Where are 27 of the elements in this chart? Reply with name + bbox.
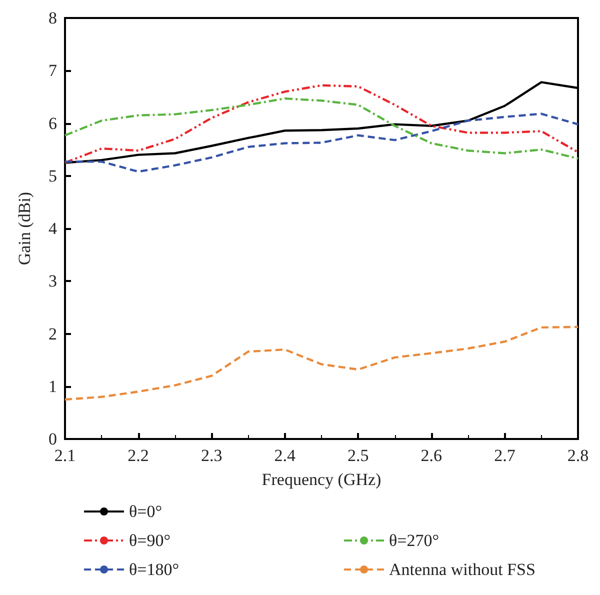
y-tick-label: 5 bbox=[48, 166, 57, 186]
x-tick-label: 2.4 bbox=[274, 446, 296, 465]
y-tick-label: 8 bbox=[48, 8, 57, 28]
x-tick-label: 2.7 bbox=[494, 446, 516, 465]
line-series bbox=[64, 326, 580, 401]
legend-label: θ=90° bbox=[129, 531, 171, 550]
y-tick-label: 4 bbox=[48, 219, 58, 238]
legend-label: Antenna without FSS bbox=[389, 560, 536, 579]
y-tick-label: 6 bbox=[48, 114, 57, 133]
x-tick-label: 2.6 bbox=[420, 446, 442, 465]
x-tick-label: 2.1 bbox=[54, 446, 76, 465]
y-axis-title: Gain (dBi) bbox=[15, 192, 34, 266]
y-tick-label: 0 bbox=[48, 430, 57, 448]
x-tick-label: 2.3 bbox=[200, 446, 222, 465]
y-tick-label: 2 bbox=[48, 324, 57, 344]
y-tick-label: 7 bbox=[48, 61, 58, 80]
legend-label: θ=270° bbox=[389, 531, 440, 550]
x-axis-title: Frequency (GHz) bbox=[262, 470, 382, 489]
y-tick-label: 1 bbox=[48, 376, 57, 396]
legend-label: θ=180° bbox=[129, 560, 180, 579]
y-tick-label: 3 bbox=[48, 272, 57, 291]
line-series bbox=[64, 112, 580, 173]
x-tick-label: 2.2 bbox=[128, 446, 149, 465]
line-series bbox=[64, 97, 580, 160]
legend-label: θ=0° bbox=[129, 502, 162, 521]
x-tick-label: 2.5 bbox=[348, 446, 369, 465]
x-tick-label: 2.8 bbox=[567, 446, 589, 465]
